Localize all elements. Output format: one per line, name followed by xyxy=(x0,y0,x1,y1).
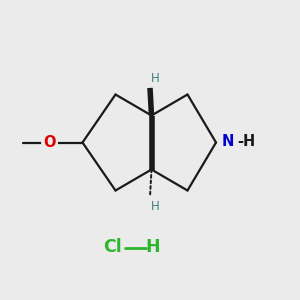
Text: H: H xyxy=(146,238,160,256)
Text: N: N xyxy=(221,134,234,149)
Text: H: H xyxy=(151,73,160,85)
Text: Cl: Cl xyxy=(103,238,122,256)
Text: O: O xyxy=(43,135,56,150)
Text: H: H xyxy=(151,200,160,212)
Text: -H: -H xyxy=(237,134,256,149)
